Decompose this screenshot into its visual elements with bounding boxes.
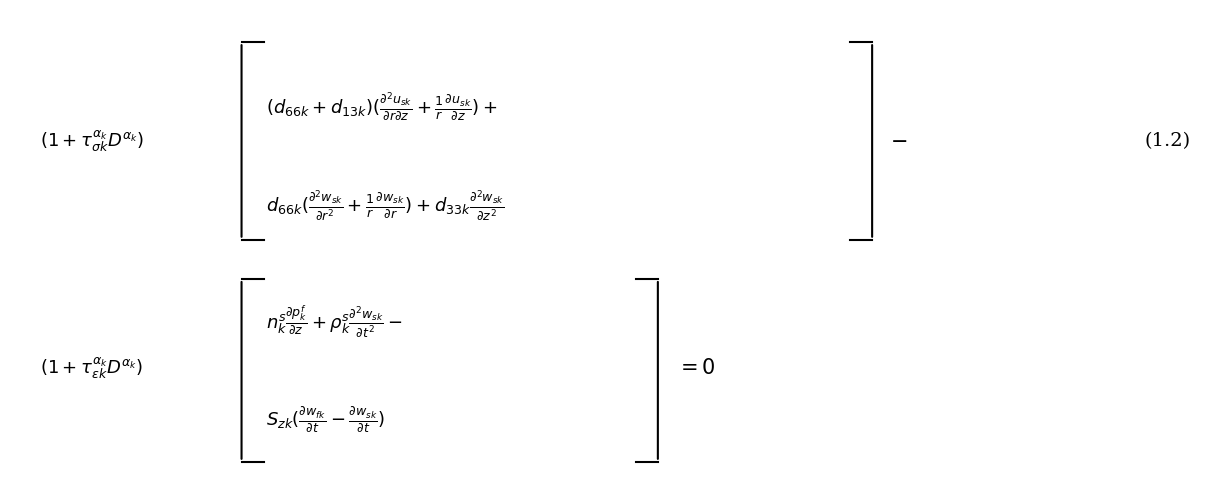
- Text: $-$: $-$: [891, 131, 908, 150]
- Text: $(d_{66k}+d_{13k})(\frac{\partial^2 u_{sk}}{\partial r\partial z}+\frac{1}{r}\fr: $(d_{66k}+d_{13k})(\frac{\partial^2 u_{s…: [266, 90, 497, 122]
- Text: $n_k^s\frac{\partial p_k^f}{\partial z}+\rho_k^s\frac{\partial^2 w_{sk}}{\partia: $n_k^s\frac{\partial p_k^f}{\partial z}+…: [266, 303, 402, 339]
- Text: $(1+\tau_{\varepsilon k}^{\alpha_k}D^{\alpha_k})$: $(1+\tau_{\varepsilon k}^{\alpha_k}D^{\a…: [39, 355, 143, 381]
- Text: $S_{zk}(\frac{\partial w_{fk}}{\partial t}-\frac{\partial w_{sk}}{\partial t})$: $S_{zk}(\frac{\partial w_{fk}}{\partial …: [266, 405, 385, 435]
- Text: $= 0$: $= 0$: [676, 358, 716, 378]
- Text: $(1+\tau_{\sigma k}^{\alpha_k}D^{\alpha_k})$: $(1+\tau_{\sigma k}^{\alpha_k}D^{\alpha_…: [39, 128, 144, 154]
- Text: $d_{66k}(\frac{\partial^2 w_{sk}}{\partial r^2}+\frac{1}{r}\frac{\partial w_{sk}: $d_{66k}(\frac{\partial^2 w_{sk}}{\parti…: [266, 188, 504, 223]
- Text: (1.2): (1.2): [1144, 132, 1191, 150]
